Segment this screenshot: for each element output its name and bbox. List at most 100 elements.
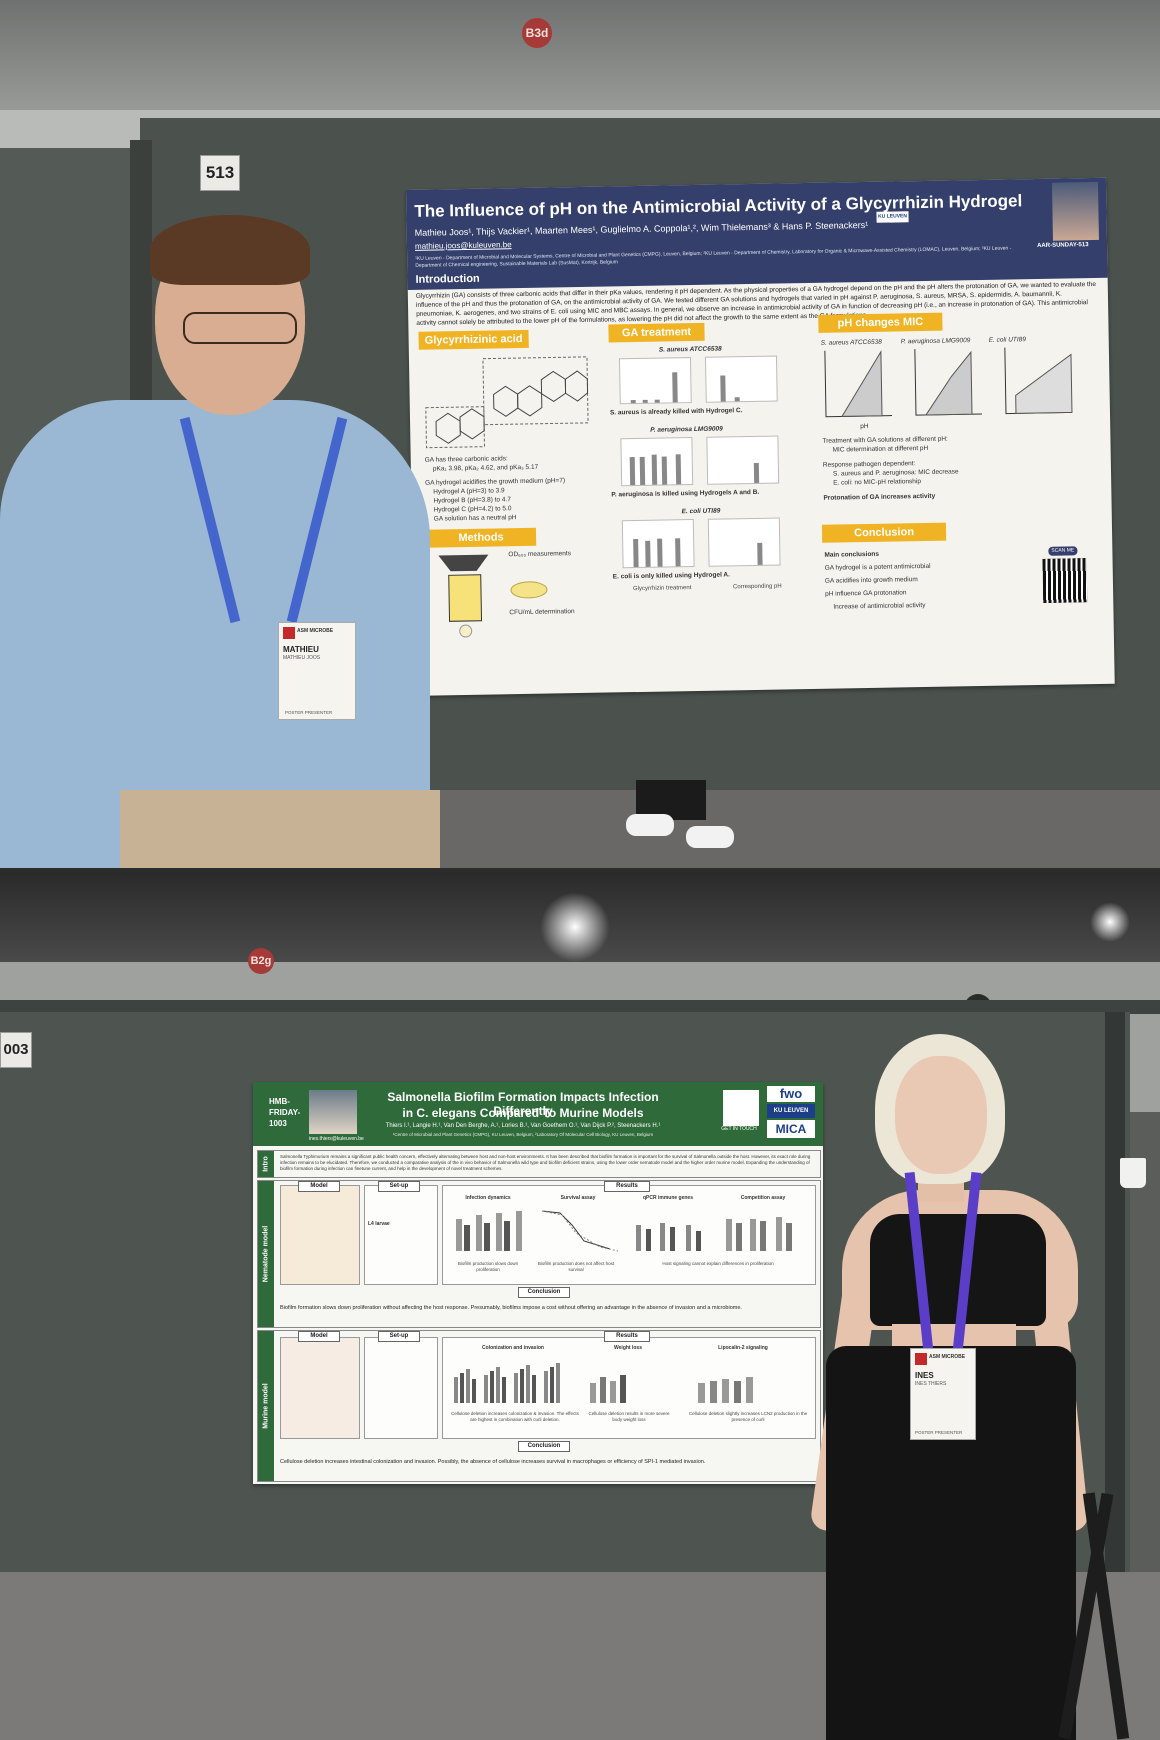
caption-infection: Biofilm production slows down proliferat… bbox=[457, 1261, 519, 1272]
p-aeruginosa-od-chart bbox=[620, 437, 694, 487]
poster-email: ines.thiers@kuleuven.be bbox=[309, 1136, 364, 1142]
section-glycyrrhizinic: Glycyrrhizinic acid bbox=[418, 329, 529, 350]
chart-bar bbox=[657, 538, 663, 567]
murine-conclusion: Cellulose deletion increases intestinal … bbox=[280, 1459, 706, 1465]
chart-bar bbox=[642, 399, 648, 403]
presenter-woman-face bbox=[895, 1056, 987, 1174]
section-conclusion: Conclusion bbox=[821, 522, 947, 543]
e-coli-cfu-chart bbox=[707, 517, 781, 567]
panel-colonization: Colonization and invasion bbox=[482, 1345, 544, 1351]
qr-code-icon bbox=[723, 1090, 759, 1126]
murine-setup-panel bbox=[364, 1337, 438, 1439]
nematode-result-charts bbox=[456, 1210, 792, 1252]
panel-competition-assay: Competition assay bbox=[740, 1195, 786, 1201]
chart-bar bbox=[639, 456, 646, 485]
nematode-label: Nematode model bbox=[258, 1181, 274, 1327]
p-aeruginosa-caption: P. aeruginosa is killed using Hydrogels … bbox=[611, 488, 760, 499]
mic-charts bbox=[824, 347, 1073, 418]
poster-authors: Mathieu Joos¹, Thijs Vackier¹, Maarten M… bbox=[414, 219, 869, 238]
section-treatment: GA treatment bbox=[608, 322, 705, 343]
chart-bar bbox=[734, 397, 740, 402]
section-mic: pH changes MIC bbox=[818, 312, 943, 333]
badge-full-name: INES THIERS bbox=[915, 1381, 947, 1387]
badge-first-name: MATHIEU bbox=[283, 645, 319, 654]
poster-title-line-2: in C. elegans Compared To Murine Models bbox=[402, 1106, 644, 1120]
author-portrait bbox=[309, 1090, 357, 1134]
board-pole bbox=[1105, 1012, 1125, 1732]
badge-full-name: MATHIEU JOOS bbox=[283, 655, 321, 661]
nematode-results-heading: Results bbox=[604, 1181, 650, 1192]
presenter-man-pants bbox=[120, 790, 440, 868]
board-stand bbox=[1040, 1492, 1140, 1740]
nematode-conclusion: Biofilm formation slows down proliferati… bbox=[280, 1305, 742, 1311]
chart-bar bbox=[753, 462, 760, 483]
badge-role: POSTER PRESENTER bbox=[285, 710, 333, 715]
poster-header: HMB- FRIDAY- 1003 ines.thiers@kuleuven.b… bbox=[253, 1082, 823, 1146]
s-aureus-caption: S. aureus is already killed with Hydroge… bbox=[609, 407, 743, 417]
larvae-label: L4 larvae bbox=[368, 1221, 390, 1227]
name-badge-ines: ASM MICROBE INES INES THIERS POSTER PRES… bbox=[910, 1348, 976, 1440]
caption-weight-loss: Cellulose deletion results in more sever… bbox=[588, 1411, 670, 1422]
molecule-structure bbox=[425, 356, 589, 449]
photo-top: B3d 513 The Influence of pH on the Antim… bbox=[0, 0, 1160, 868]
murine-conclusion-heading: Conclusion bbox=[518, 1441, 570, 1452]
conclusion-list: Main conclusions GA hydrogel is a potent… bbox=[824, 545, 1025, 613]
legend-treatment: Glycyrrhizin treatment bbox=[632, 585, 692, 593]
panel-lipocalin: Lipocalin-2 signaling bbox=[718, 1345, 768, 1351]
e-coli-caption: E. coli is only killed using Hydrogel A. bbox=[612, 571, 730, 581]
poster-email: mathieu.joos@kuleuven.be bbox=[414, 240, 512, 251]
legend-ph: Corresponding pH bbox=[732, 583, 782, 591]
name-badge-mathieu: ASM MICROBE MATHIEU MATHIEU JOOS POSTER … bbox=[278, 622, 356, 720]
chart-bar bbox=[661, 456, 668, 485]
code-line-1: HMB- bbox=[269, 1097, 290, 1106]
ga-text: GA has three carbonic acids: pKa₁ 3.98, … bbox=[425, 453, 596, 524]
murine-model-panel bbox=[280, 1337, 360, 1439]
chart-bar bbox=[757, 542, 763, 565]
ku-leuven-logo: KU LEUVEN bbox=[767, 1104, 815, 1118]
photo-bottom: B2g ✤ 003 HMB- FRIDAY- 1003 ines.thiers@… bbox=[0, 872, 1160, 1740]
nematode-setup-panel bbox=[364, 1185, 438, 1285]
nematode-model-heading: Model bbox=[298, 1181, 340, 1192]
background-visitor-feet bbox=[626, 780, 736, 860]
murine-section: Murine model Model Set-up Results Coloni… bbox=[257, 1330, 821, 1482]
mic-panel-1-title: S. aureus ATCC6538 bbox=[820, 338, 882, 347]
murine-setup-heading: Set-up bbox=[378, 1331, 420, 1342]
s-aureus-cfu-chart bbox=[704, 355, 778, 403]
ceiling-light bbox=[1090, 902, 1130, 942]
s-aureus-od-chart bbox=[618, 357, 692, 405]
murine-label-text: Murine model bbox=[262, 1383, 270, 1429]
intro-text: Salmonella Typhimurium remains a signifi… bbox=[280, 1154, 811, 1171]
board-number-tag: 513 bbox=[200, 155, 240, 191]
mic-x-label: pH bbox=[860, 422, 869, 431]
chart-bar bbox=[651, 454, 658, 485]
presenter-man-hair bbox=[150, 215, 310, 285]
chart-bar bbox=[654, 399, 660, 403]
asm-logo-icon bbox=[915, 1353, 927, 1365]
mica-logo: MICA bbox=[767, 1120, 815, 1138]
chart-bar bbox=[675, 454, 682, 485]
murine-result-charts bbox=[454, 1363, 753, 1403]
badge-first-name: INES bbox=[915, 1371, 934, 1380]
paper-cup bbox=[1120, 1158, 1146, 1188]
e-coli-title: E. coli UTI89 bbox=[681, 507, 721, 516]
p-aeruginosa-title: P. aeruginosa LMG9009 bbox=[650, 425, 723, 434]
panel-qpcr: qPCR immune genes bbox=[642, 1195, 693, 1201]
asm-logo-icon bbox=[283, 627, 295, 639]
poster-title: The Influence of pH on the Antimicrobial… bbox=[414, 191, 1023, 221]
sneaker-icon bbox=[626, 814, 674, 836]
conclusion-4: Increase of antimicrobial activity bbox=[833, 601, 926, 611]
chart-bar bbox=[672, 372, 678, 403]
caption-qpcr: Host signaling cannot explain difference… bbox=[662, 1261, 774, 1266]
murine-results-heading: Results bbox=[604, 1331, 650, 1342]
nematode-section: Nematode model Model Set-up L4 larvae Re… bbox=[257, 1180, 821, 1328]
poster-salmonella-biofilm: HMB- FRIDAY- 1003 ines.thiers@kuleuven.b… bbox=[253, 1082, 823, 1484]
methods-illustration bbox=[438, 554, 489, 638]
poster-code: HMB- FRIDAY- 1003 bbox=[269, 1096, 300, 1129]
nematode-conclusion-heading: Conclusion bbox=[518, 1287, 570, 1298]
caption-survival: Biofilm production does not affect host … bbox=[537, 1261, 615, 1272]
section-methods: Methods bbox=[425, 527, 537, 548]
poster-title-line-1: Salmonella Biofilm Formation Impacts Inf… bbox=[387, 1090, 659, 1118]
glasses-icon bbox=[183, 312, 297, 344]
poster-header: The Influence of pH on the Antimicrobial… bbox=[406, 177, 1108, 290]
badge-role: POSTER PRESENTER bbox=[915, 1430, 963, 1435]
